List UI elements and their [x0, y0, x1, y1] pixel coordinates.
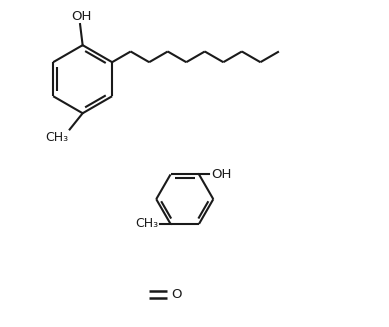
Text: OH: OH — [71, 10, 91, 23]
Text: CH₃: CH₃ — [135, 217, 158, 231]
Text: OH: OH — [211, 168, 232, 181]
Text: O: O — [171, 288, 181, 301]
Text: CH₃: CH₃ — [45, 131, 68, 144]
